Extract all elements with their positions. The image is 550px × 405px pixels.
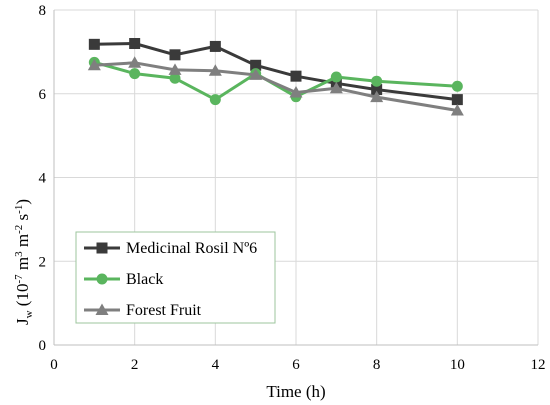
data-point — [129, 68, 141, 80]
x-tick-label: 10 — [450, 357, 465, 373]
data-point — [330, 71, 342, 83]
data-point — [249, 68, 263, 80]
y-tick-label: 2 — [39, 254, 47, 270]
chart-series — [87, 38, 464, 116]
data-point — [451, 80, 463, 92]
series-square — [88, 38, 463, 106]
legend-item: Medicinal Rosil Nº6 — [84, 240, 257, 257]
chart-legend: Medicinal Rosil Nº6 Black Forest Fruit — [75, 231, 276, 324]
data-point — [329, 81, 343, 94]
data-point — [208, 64, 222, 76]
series-line — [94, 42, 458, 102]
series-triangle — [87, 56, 464, 116]
x-tick-label: 4 — [212, 357, 220, 373]
data-point — [371, 75, 383, 87]
y-tick-label: 4 — [39, 171, 47, 187]
legend-label: Forest Fruit — [126, 302, 202, 319]
x-tick-label: 12 — [531, 357, 546, 373]
data-point — [169, 72, 181, 84]
y-axis-label: Jw (10-7 m3 m-2 s-1) — [13, 199, 35, 325]
x-tick-label: 2 — [131, 357, 139, 373]
data-point — [450, 104, 464, 116]
data-point — [87, 58, 101, 71]
data-point — [88, 38, 100, 50]
data-point — [129, 38, 141, 49]
x-tick-label: 8 — [373, 357, 381, 373]
data-point — [250, 59, 262, 71]
legend-label: Medicinal Rosil Nº6 — [126, 240, 257, 257]
data-point — [169, 49, 181, 61]
x-tick-label: 6 — [292, 357, 300, 373]
x-axis-label: Time (h) — [266, 382, 325, 401]
data-point — [209, 40, 221, 52]
data-point — [128, 56, 142, 68]
data-point — [209, 94, 221, 106]
data-point — [290, 70, 302, 82]
legend-item: Forest Fruit — [84, 302, 202, 319]
legend-label: Black — [126, 271, 163, 288]
y-tick-label: 6 — [39, 87, 47, 103]
legend-marker — [95, 303, 109, 315]
legend-item: Black — [84, 271, 163, 288]
data-point — [370, 90, 384, 103]
legend-marker — [96, 242, 108, 254]
y-tick-label: 0 — [39, 338, 47, 354]
data-point — [168, 63, 182, 75]
data-point — [289, 85, 303, 98]
data-point — [371, 84, 383, 96]
chart-axes — [53, 10, 538, 346]
data-point — [451, 94, 463, 106]
y-tick-label: 8 — [39, 3, 47, 19]
x-tick-label: 0 — [50, 357, 58, 373]
chart-ticks: 0 2 4 6 8 10 12 0 2 4 6 8 — [39, 3, 546, 373]
legend-marker — [96, 273, 108, 285]
